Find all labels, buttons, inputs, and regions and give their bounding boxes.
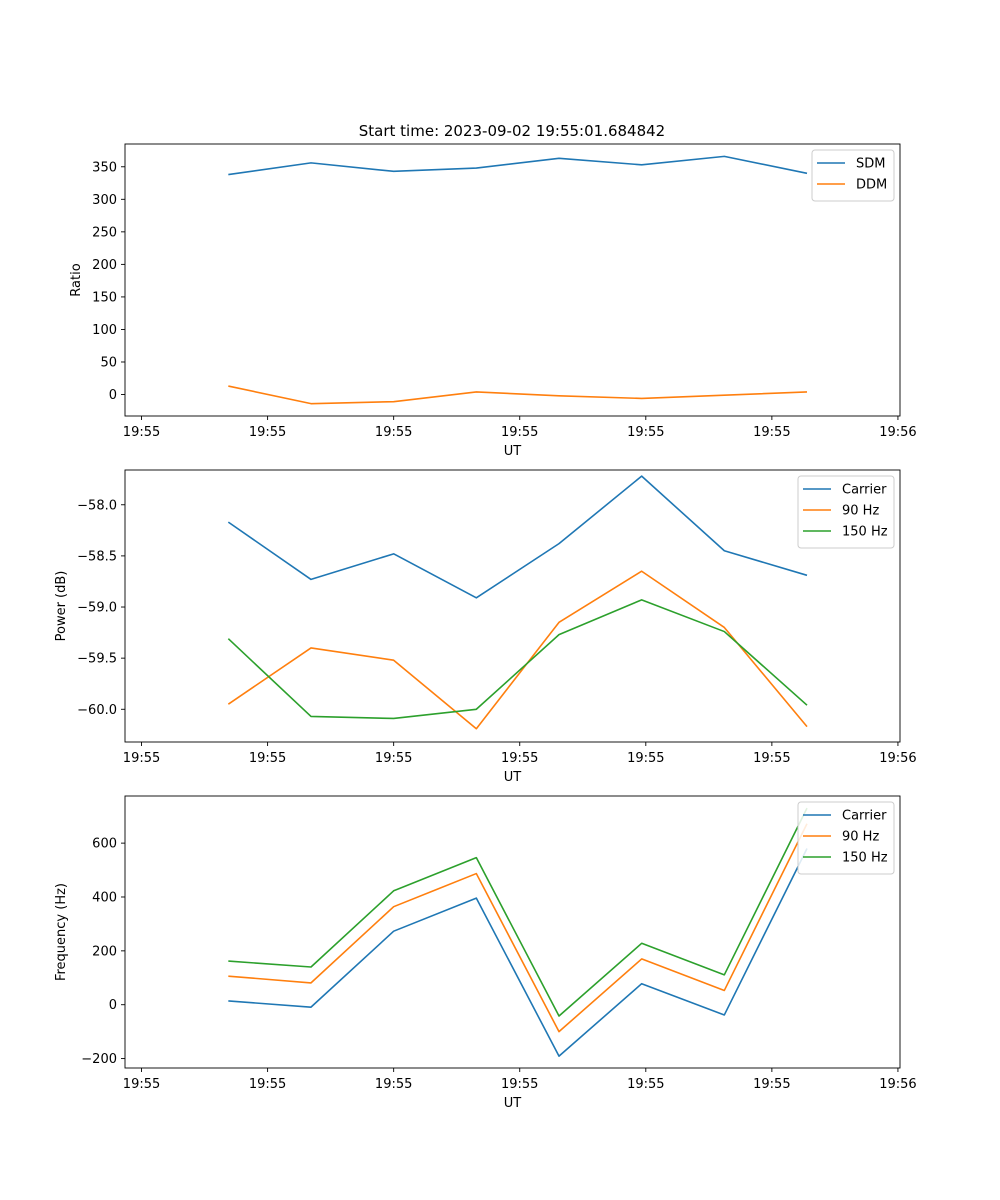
x-tick-label: 19:55	[753, 1077, 790, 1092]
y-axis-label: Ratio	[69, 263, 84, 296]
series-line-ddm	[228, 385, 808, 405]
legend-label-150-hz: 150 Hz	[842, 525, 888, 540]
y-tick-label: 0	[109, 388, 117, 403]
legend-label-carrier: Carrier	[842, 483, 887, 498]
x-tick-label: 19:55	[249, 751, 286, 766]
legend-box	[797, 801, 895, 875]
legend: Carrier 90 Hz 150 Hz	[797, 475, 895, 549]
series-line-90-hz	[227, 570, 808, 730]
legend-box	[797, 475, 895, 549]
series-line-150-hz	[228, 807, 808, 1017]
x-tick-label: 19:56	[879, 751, 916, 766]
legend-label-sdm: SDM	[856, 157, 885, 172]
axes-frame	[124, 795, 901, 1069]
frequency-panel: 19:55 19:55 19:55 19:55 19:55 19:55 19:56 −200 0…	[54, 795, 917, 1111]
x-tick-label: 19:55	[375, 751, 412, 766]
power-panel: 19:55 19:55 19:55 19:55 19:55 19:55 19:56 −60.0…	[54, 469, 917, 785]
x-tick-label: 19:55	[753, 425, 790, 440]
y-tick-label: 200	[92, 258, 117, 273]
series-line-carrier	[228, 848, 808, 1057]
panels-container: 19:55 19:55 19:55 19:55 19:55 19:55 19:56 0 50 10…	[54, 143, 917, 1111]
x-tick-label: 19:55	[501, 751, 538, 766]
y-tick-label: 150	[92, 290, 117, 305]
x-axis-label: UT	[504, 444, 522, 459]
ratio-panel: 19:55 19:55 19:55 19:55 19:55 19:55 19:56 0 50 10…	[69, 143, 917, 459]
y-tick-label: 0	[109, 998, 117, 1013]
x-tick-label: 19:56	[879, 425, 916, 440]
legend-label-carrier: Carrier	[842, 809, 887, 824]
x-tick-label: 19:55	[753, 751, 790, 766]
y-tick-label: −58.0	[77, 498, 117, 513]
y-tick-label: 600	[92, 837, 117, 852]
y-axis-label: Frequency (Hz)	[54, 883, 69, 981]
x-tick-label: 19:55	[123, 425, 160, 440]
legend-label-90-hz: 90 Hz	[842, 504, 879, 519]
axes-frame	[124, 469, 901, 743]
x-axis-label: UT	[504, 1096, 522, 1111]
x-tick-label: 19:55	[249, 425, 286, 440]
x-tick-label: 19:56	[879, 1077, 916, 1092]
legend-label-90-hz: 90 Hz	[842, 830, 879, 845]
x-tick-label: 19:55	[627, 425, 664, 440]
y-tick-label: −59.5	[77, 652, 117, 667]
axes-frame	[124, 143, 901, 417]
y-tick-label: −58.5	[77, 549, 117, 564]
y-tick-label: 50	[100, 355, 117, 370]
legend: SDM DDM	[811, 149, 895, 202]
legend: Carrier 90 Hz 150 Hz	[797, 801, 895, 875]
x-tick-label: 19:55	[627, 751, 664, 766]
x-tick-label: 19:55	[249, 1077, 286, 1092]
x-tick-label: 19:55	[375, 1077, 412, 1092]
series-line-carrier	[227, 475, 808, 599]
x-tick-label: 19:55	[501, 425, 538, 440]
y-tick-label: −200	[81, 1052, 117, 1067]
x-tick-label: 19:55	[627, 1077, 664, 1092]
y-axis-label: Power (dB)	[54, 571, 69, 642]
x-tick-label: 19:55	[375, 425, 412, 440]
series-line-sdm	[228, 155, 808, 176]
y-tick-label: 400	[92, 890, 117, 905]
x-axis-label: UT	[504, 770, 522, 785]
y-tick-label: −59.0	[77, 601, 117, 616]
legend-label-ddm: DDM	[856, 178, 887, 193]
legend-label-150-hz: 150 Hz	[842, 851, 888, 866]
y-tick-label: −60.0	[77, 703, 117, 718]
series-line-90-hz	[228, 823, 808, 1033]
y-tick-label: 200	[92, 944, 117, 959]
series-line-150-hz	[227, 599, 808, 720]
y-tick-label: 350	[92, 160, 117, 175]
y-tick-label: 300	[92, 193, 117, 208]
figure-title: Start time: 2023-09-02 19:55:01.684842	[359, 122, 665, 140]
x-tick-label: 19:55	[123, 1077, 160, 1092]
y-tick-label: 100	[92, 323, 117, 338]
x-tick-label: 19:55	[123, 751, 160, 766]
y-tick-label: 250	[92, 225, 117, 240]
x-tick-label: 19:55	[501, 1077, 538, 1092]
